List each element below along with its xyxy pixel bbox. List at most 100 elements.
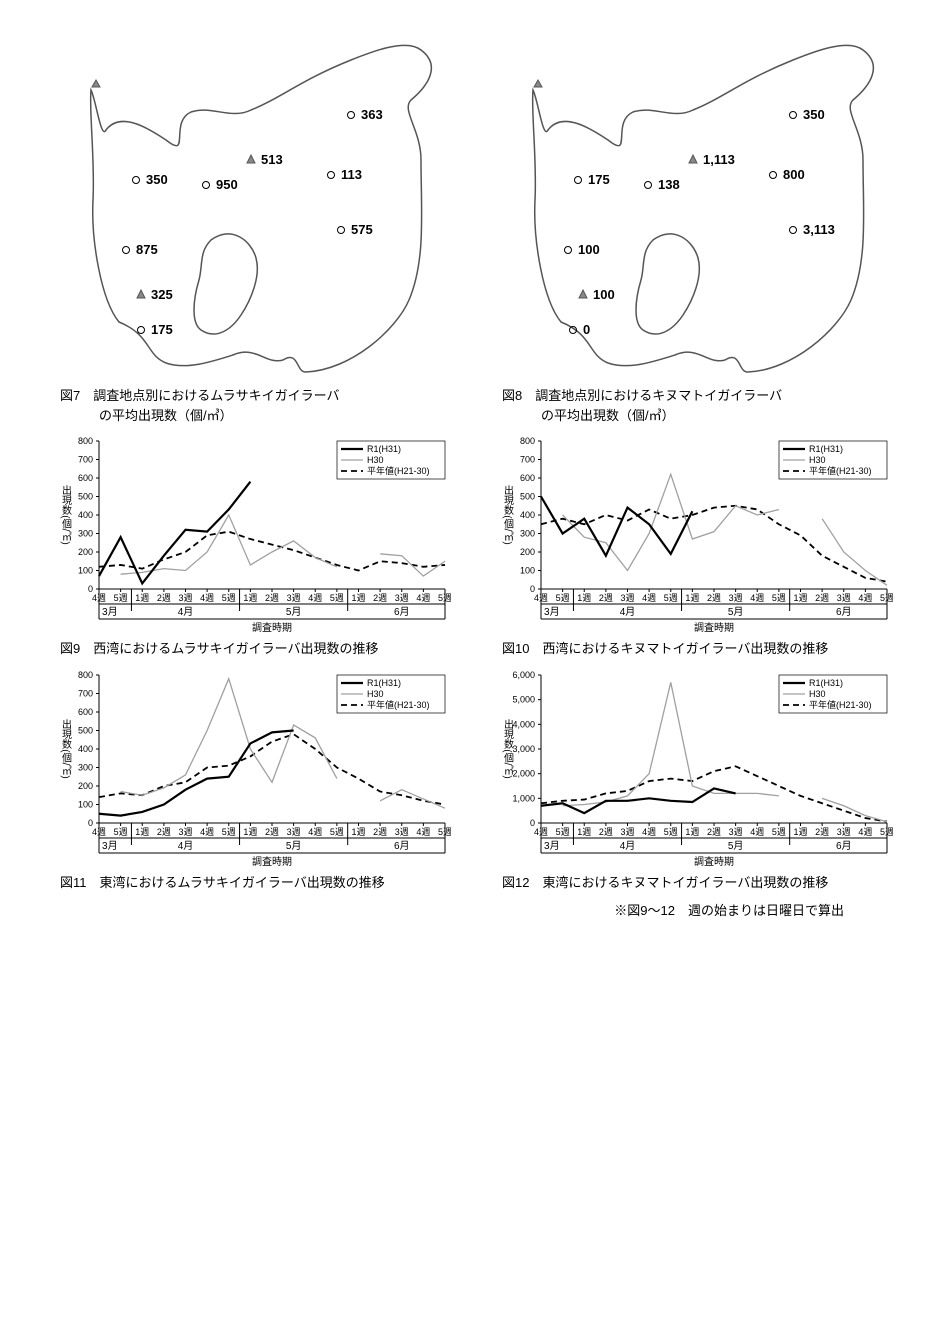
caption-fig9: 図9 西湾におけるムラサキイガイラーバ出現数の推移: [50, 639, 388, 659]
svg-text:6月: 6月: [836, 840, 852, 852]
svg-text:1週: 1週: [135, 593, 149, 603]
svg-text:200: 200: [520, 547, 535, 557]
svg-text:1週: 1週: [577, 827, 591, 837]
svg-text:500: 500: [520, 492, 535, 502]
svg-text:4週: 4週: [308, 827, 322, 837]
svg-text:4月: 4月: [178, 606, 194, 618]
svg-text:2週: 2週: [815, 593, 829, 603]
svg-text:175: 175: [588, 172, 610, 187]
svg-text:5月: 5月: [728, 606, 744, 618]
svg-text:4週: 4週: [858, 827, 872, 837]
footnote: ※図9～12 週の始まりは日曜日で算出: [50, 900, 894, 919]
svg-text:4月: 4月: [620, 840, 636, 852]
svg-text:100: 100: [593, 287, 615, 302]
svg-text:5週: 5週: [330, 827, 344, 837]
svg-text:5週: 5週: [880, 827, 893, 837]
svg-text:3月: 3月: [102, 606, 118, 618]
svg-text:H30: H30: [809, 455, 826, 465]
svg-text:3週: 3週: [395, 827, 409, 837]
svg-text:4週: 4週: [200, 827, 214, 837]
svg-text:100: 100: [520, 566, 535, 576]
svg-text:H30: H30: [809, 689, 826, 699]
chart-fig9: 0100200300400500600700800出現数(個/㎥)4週5週1週2…: [51, 433, 451, 633]
svg-text:R1(H31): R1(H31): [809, 678, 843, 688]
svg-text:3週: 3週: [620, 827, 634, 837]
figure-8: 3501,1138001751383,1131001000 図8 調査地点別にお…: [492, 40, 894, 425]
svg-text:600: 600: [78, 473, 93, 483]
svg-text:6月: 6月: [836, 606, 852, 618]
svg-text:6月: 6月: [394, 840, 410, 852]
svg-text:R1(H31): R1(H31): [367, 678, 401, 688]
chart-fig11: 0100200300400500600700800出現数(個/㎥)4週5週1週2…: [51, 667, 451, 867]
svg-text:5週: 5週: [438, 827, 451, 837]
svg-text:875: 875: [136, 242, 158, 257]
svg-text:1,000: 1,000: [512, 793, 535, 803]
svg-text:4週: 4週: [308, 593, 322, 603]
svg-text:1週: 1週: [793, 827, 807, 837]
svg-text:2週: 2週: [157, 827, 171, 837]
svg-text:800: 800: [78, 670, 93, 680]
svg-text:800: 800: [520, 436, 535, 446]
svg-text:出現数(個/㎥): 出現数(個/㎥): [60, 718, 72, 779]
svg-text:1週: 1週: [793, 593, 807, 603]
svg-text:3週: 3週: [178, 593, 192, 603]
svg-text:R1(H31): R1(H31): [809, 444, 843, 454]
svg-text:1週: 1週: [685, 593, 699, 603]
svg-text:5月: 5月: [728, 840, 744, 852]
svg-text:2週: 2週: [265, 827, 279, 837]
svg-text:5月: 5月: [286, 606, 302, 618]
svg-text:113: 113: [341, 167, 362, 182]
svg-text:4月: 4月: [178, 840, 194, 852]
svg-text:3週: 3週: [837, 593, 851, 603]
svg-text:1週: 1週: [351, 593, 365, 603]
svg-text:5週: 5週: [330, 593, 344, 603]
svg-text:2週: 2週: [707, 593, 721, 603]
svg-text:800: 800: [78, 436, 93, 446]
svg-text:300: 300: [520, 529, 535, 539]
svg-text:1,113: 1,113: [703, 152, 735, 167]
svg-text:3週: 3週: [395, 593, 409, 603]
svg-text:100: 100: [78, 566, 93, 576]
svg-text:5週: 5週: [222, 827, 236, 837]
svg-text:2週: 2週: [265, 593, 279, 603]
svg-text:5週: 5週: [556, 827, 570, 837]
svg-text:5週: 5週: [772, 827, 786, 837]
svg-text:2週: 2週: [373, 593, 387, 603]
svg-text:1週: 1週: [577, 593, 591, 603]
svg-text:100: 100: [78, 799, 93, 809]
svg-text:0: 0: [583, 322, 590, 337]
figure-11: 0100200300400500600700800出現数(個/㎥)4週5週1週2…: [50, 667, 452, 893]
svg-text:350: 350: [146, 172, 168, 187]
svg-text:4週: 4週: [200, 593, 214, 603]
svg-text:500: 500: [78, 492, 93, 502]
svg-text:700: 700: [78, 455, 93, 465]
svg-text:1週: 1週: [685, 827, 699, 837]
svg-text:1週: 1週: [135, 827, 149, 837]
svg-text:出現数(個/㎥): 出現数(個/㎥): [60, 484, 72, 545]
svg-text:1週: 1週: [243, 827, 257, 837]
svg-text:2週: 2週: [157, 593, 171, 603]
svg-text:950: 950: [216, 177, 238, 192]
caption-fig8: 図8 調査地点別におけるキヌマトイガイラーバ の平均出現数（個/㎥）: [492, 386, 792, 425]
svg-text:3週: 3週: [837, 827, 851, 837]
svg-text:400: 400: [78, 744, 93, 754]
svg-text:3週: 3週: [620, 593, 634, 603]
svg-text:2,000: 2,000: [512, 768, 535, 778]
svg-text:2週: 2週: [707, 827, 721, 837]
svg-text:調査時期: 調査時期: [694, 621, 734, 633]
svg-text:出現数(個/㎥): 出現数(個/㎥): [502, 718, 514, 779]
svg-text:3週: 3週: [287, 827, 301, 837]
caption-fig7: 図7 調査地点別におけるムラサキイガイラーバ の平均出現数（個/㎥）: [50, 386, 349, 425]
svg-text:平年値(H21-30): 平年値(H21-30): [367, 699, 430, 710]
svg-text:H30: H30: [367, 689, 384, 699]
caption-fig12: 図12 東湾におけるキヌマトイガイラーバ出現数の推移: [492, 873, 838, 893]
svg-text:700: 700: [520, 455, 535, 465]
svg-text:300: 300: [78, 529, 93, 539]
svg-text:3週: 3週: [729, 593, 743, 603]
svg-text:5週: 5週: [880, 593, 893, 603]
svg-text:4,000: 4,000: [512, 719, 535, 729]
svg-text:3月: 3月: [544, 840, 560, 852]
svg-text:350: 350: [803, 107, 825, 122]
svg-text:1週: 1週: [243, 593, 257, 603]
svg-text:平年値(H21-30): 平年値(H21-30): [809, 699, 872, 710]
